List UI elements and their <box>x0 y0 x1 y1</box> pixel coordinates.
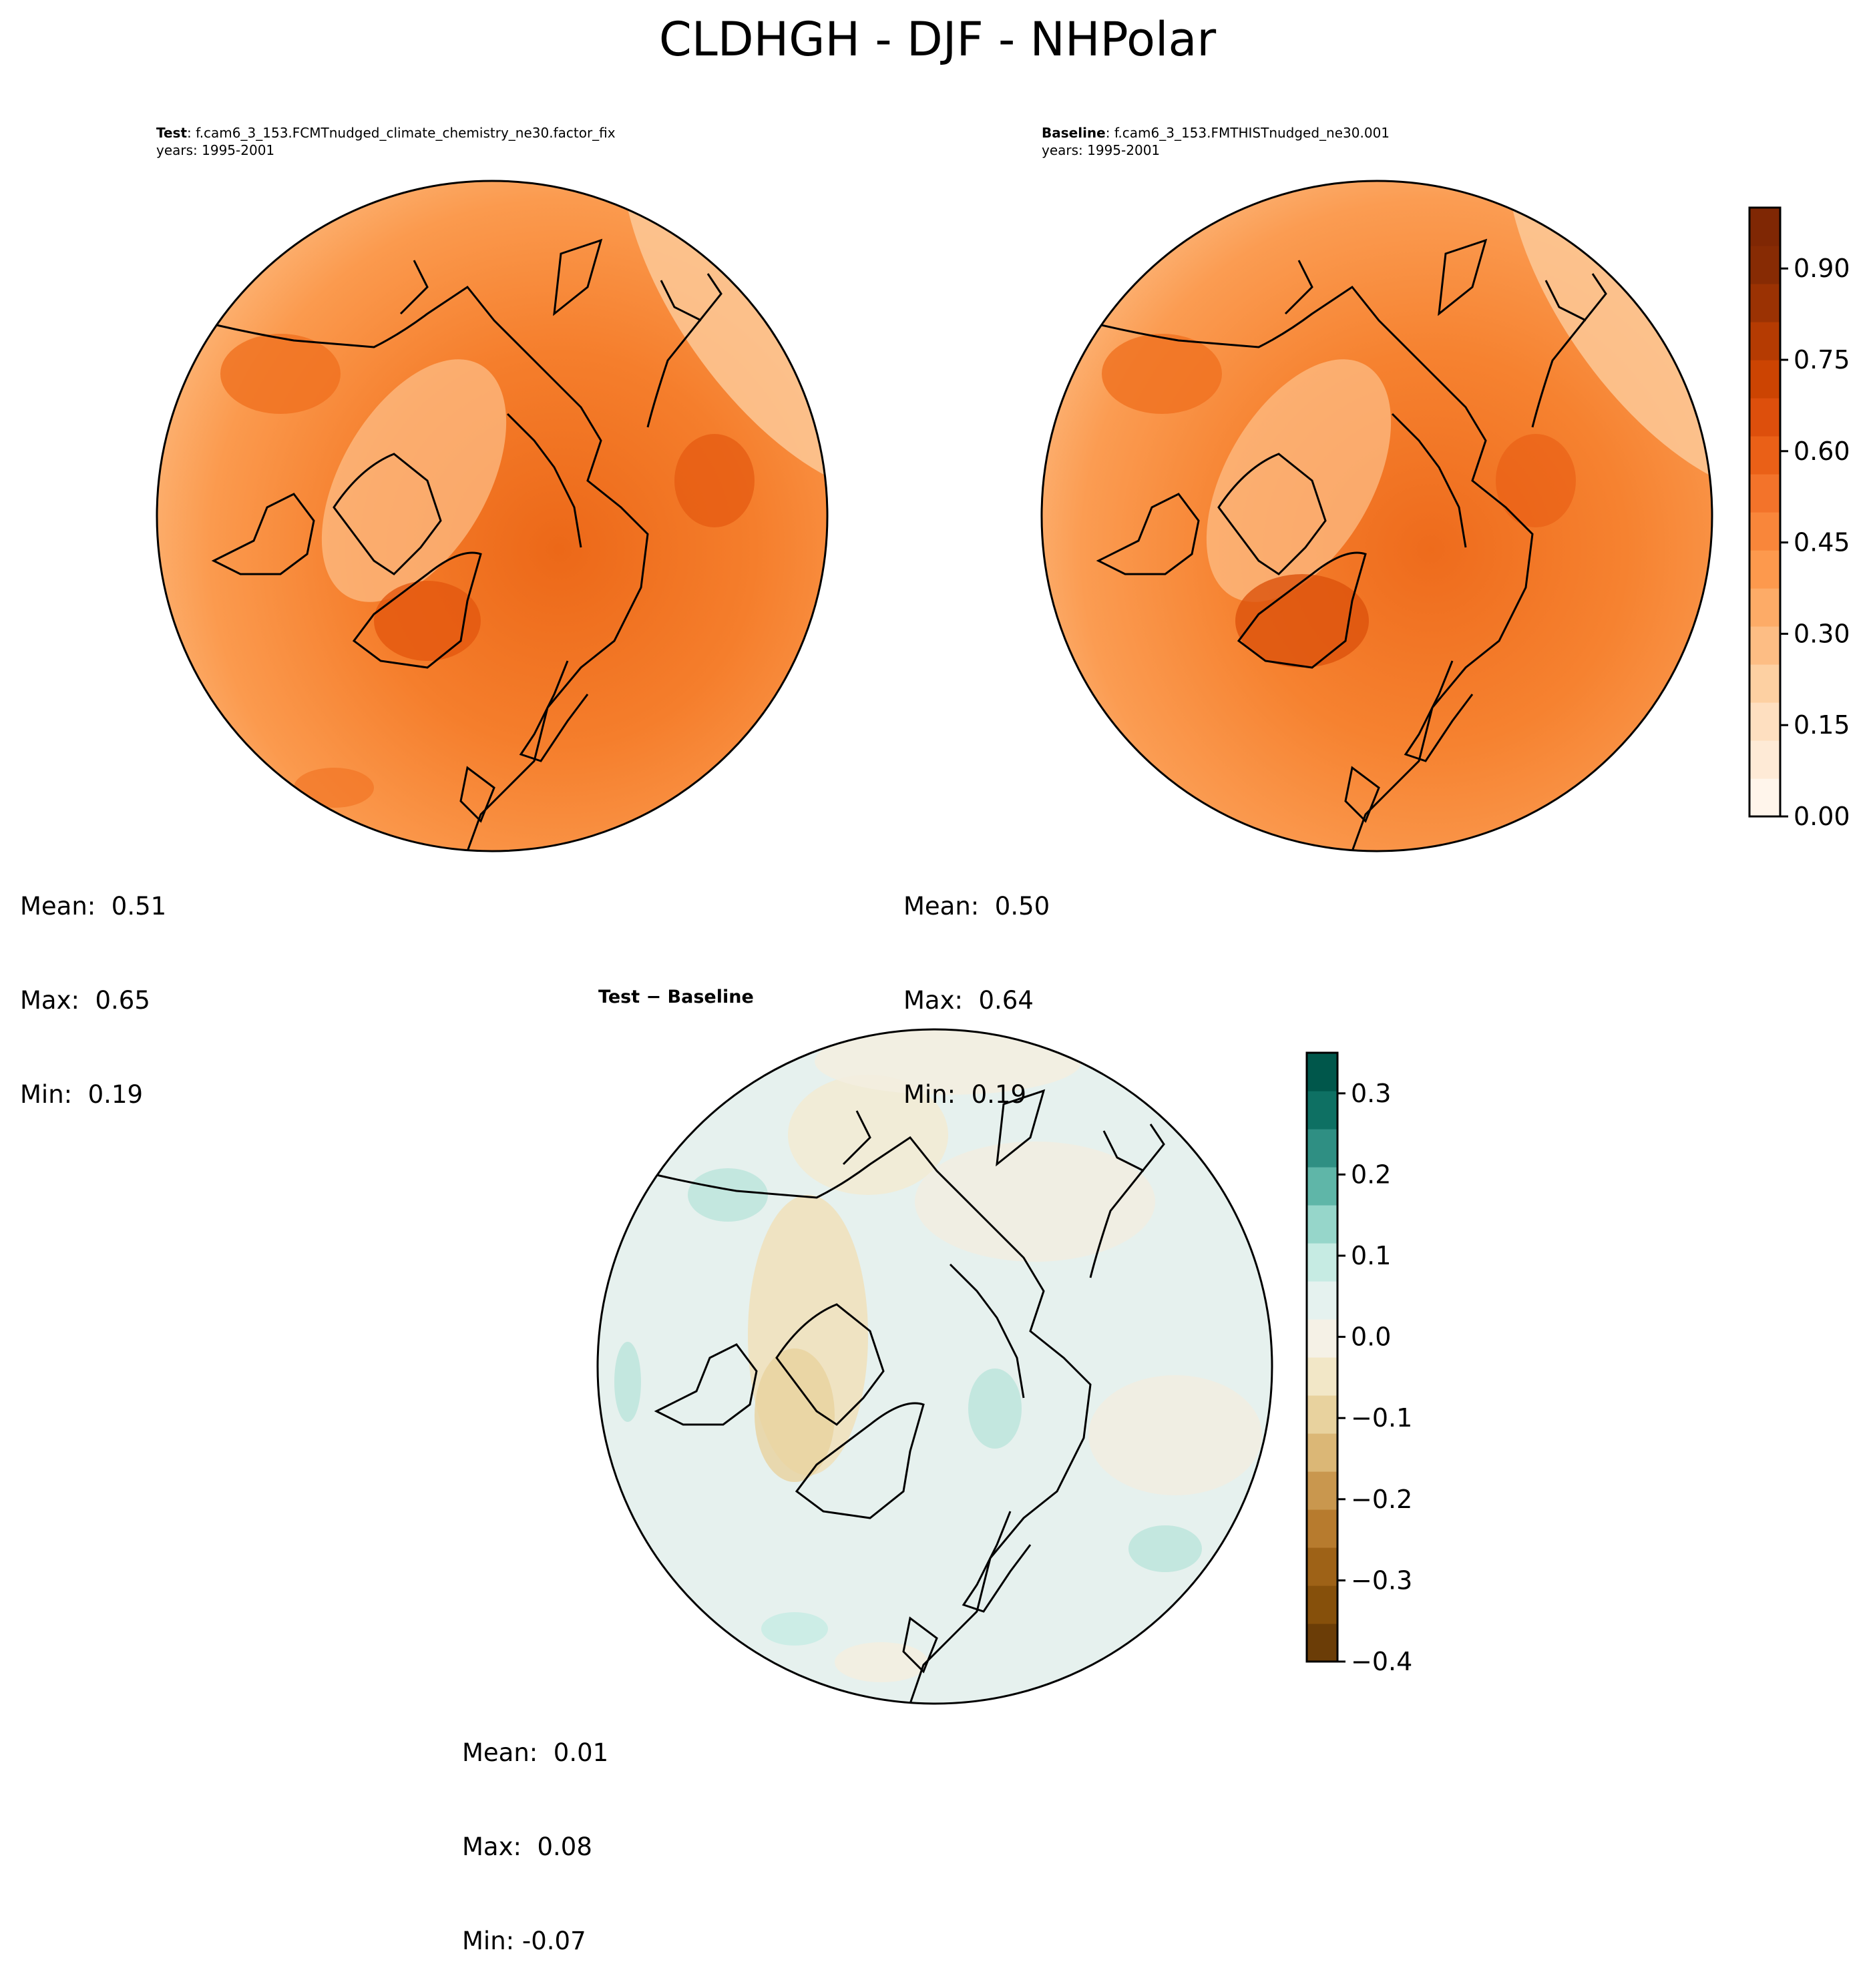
baseline-map-boundary <box>1040 180 1713 852</box>
colorbar-segment <box>1749 702 1780 741</box>
colorbar-segment <box>1749 664 1780 703</box>
baseline-case-name: : f.cam6_3_153.FMTHISTnudged_ne30.001 <box>1105 125 1390 141</box>
colorbar-segment <box>1307 1319 1337 1358</box>
colorbar-segment <box>1307 1471 1337 1510</box>
colorbar-tick-label: 0.2 <box>1351 1160 1391 1189</box>
test-years: years: 1995-2001 <box>156 142 275 158</box>
colorbar-frame <box>1305 1051 1339 1663</box>
baseline-mean: Mean: 0.50 <box>903 892 1050 921</box>
difference-map-boundary <box>596 1028 1273 1705</box>
difference-min: Min: -0.07 <box>462 1927 586 1955</box>
test-stats: Mean: 0.51 Max: 0.65 Min: 0.19 <box>20 828 166 1142</box>
colorbar-segment <box>1307 1547 1337 1586</box>
baseline-label-bold: Baseline <box>1042 125 1106 141</box>
baseline-map-field <box>1042 181 1712 851</box>
colorbar-segment <box>1749 436 1780 475</box>
test-panel-title: Test: f.cam6_3_153.FCMTnudged_climate_ch… <box>156 124 616 159</box>
colorbar-tick-label: 0.0 <box>1351 1322 1391 1352</box>
baseline-max: Max: 0.64 <box>903 986 1034 1015</box>
colorbar-segment <box>1307 1243 1337 1282</box>
test-min: Min: 0.19 <box>20 1080 144 1109</box>
difference-coastlines <box>654 1089 1191 1704</box>
colorbar-segment <box>1749 360 1780 399</box>
test-mean: Mean: 0.51 <box>20 892 167 921</box>
difference-map-contours <box>614 1029 1262 1682</box>
colorbar-segment <box>1307 1509 1337 1548</box>
colorbar-segment <box>1749 550 1780 589</box>
colorbar-tick-label: 0.45 <box>1794 528 1850 557</box>
colorbar-segment <box>1749 284 1780 322</box>
colorbar-tick-label: −0.4 <box>1351 1647 1412 1676</box>
difference-stats: Mean: 0.01 Max: 0.08 Min: -0.07 <box>462 1674 608 1988</box>
colorbar-frame <box>1748 206 1782 818</box>
colorbar-segment <box>1307 1129 1337 1168</box>
test-label-bold: Test <box>156 125 188 141</box>
test-case-name: : f.cam6_3_153.FCMTnudged_climate_chemis… <box>187 125 616 141</box>
colorbar-segment <box>1307 1167 1337 1206</box>
colorbar-segment <box>1749 512 1780 551</box>
colorbar-segment <box>1307 1357 1337 1396</box>
colorbar-segment <box>1307 1433 1337 1472</box>
baseline-min: Min: 0.19 <box>903 1080 1027 1109</box>
colorbar-segment <box>1749 208 1780 246</box>
colorbar-segment <box>1749 740 1780 779</box>
colorbar-segment <box>1749 778 1780 817</box>
colorbar-segment <box>1749 398 1780 437</box>
difference-panel-title: Test − Baseline <box>598 987 754 1007</box>
colorbar-segment <box>1749 246 1780 284</box>
baseline-coastlines <box>1096 238 1633 851</box>
test-map-boundary <box>156 180 829 852</box>
colorbar-tick-label: 0.30 <box>1794 619 1850 648</box>
colorbar-tick-label: 0.75 <box>1794 345 1850 375</box>
colorbar-tick-label: 0.3 <box>1351 1079 1391 1108</box>
colorbar-segment <box>1749 474 1780 513</box>
colorbar-segment <box>1749 322 1780 360</box>
colorbar-segment <box>1307 1585 1337 1624</box>
colorbar-segment <box>1307 1091 1337 1130</box>
colorbar-tick-label: 0.15 <box>1794 710 1850 740</box>
colorbar-tick-label: 0.1 <box>1351 1241 1391 1270</box>
colorbar-segment <box>1749 588 1780 627</box>
colorbar-tick-label: −0.3 <box>1351 1565 1412 1595</box>
figure-canvas: 0.000.150.300.450.600.750.90 −0.4−0.3−0.… <box>156 180 1850 1705</box>
colorbar-segment <box>1307 1395 1337 1434</box>
colorbar-segment <box>1307 1624 1337 1662</box>
colorbar-tick-label: 0.90 <box>1794 254 1850 283</box>
baseline-years: years: 1995-2001 <box>1042 142 1161 158</box>
colorbar-segment <box>1749 626 1780 665</box>
main-colorbar: 0.00 0.15 0.30 0.45 0.60 0.75 0.90 <box>1748 206 1850 831</box>
colorbar-segment <box>1307 1281 1337 1320</box>
colorbar-tick-label: 0.00 <box>1794 802 1850 831</box>
difference-colorbar: −0.4 −0.3 −0.2 −0.1 0.0 0.1 0.2 0.3 <box>1305 1051 1412 1676</box>
test-max: Max: 0.65 <box>20 986 150 1015</box>
colorbar-tick-label: 0.60 <box>1794 437 1850 466</box>
colorbar-segment <box>1307 1205 1337 1244</box>
colorbar-segment <box>1307 1053 1337 1091</box>
difference-max: Max: 0.08 <box>462 1832 592 1861</box>
colorbar-tick-label: −0.1 <box>1351 1403 1412 1433</box>
difference-mean: Mean: 0.01 <box>462 1738 609 1767</box>
baseline-stats: Mean: 0.50 Max: 0.64 Min: 0.19 <box>903 828 1050 1142</box>
baseline-panel-title: Baseline: f.cam6_3_153.FMTHISTnudged_ne3… <box>1042 124 1390 159</box>
figure-title: CLDHGH - DJF - NHPolar <box>658 12 1217 67</box>
test-map <box>156 180 829 852</box>
colorbar-tick-label: −0.2 <box>1351 1485 1412 1514</box>
difference-map <box>596 1028 1273 1705</box>
